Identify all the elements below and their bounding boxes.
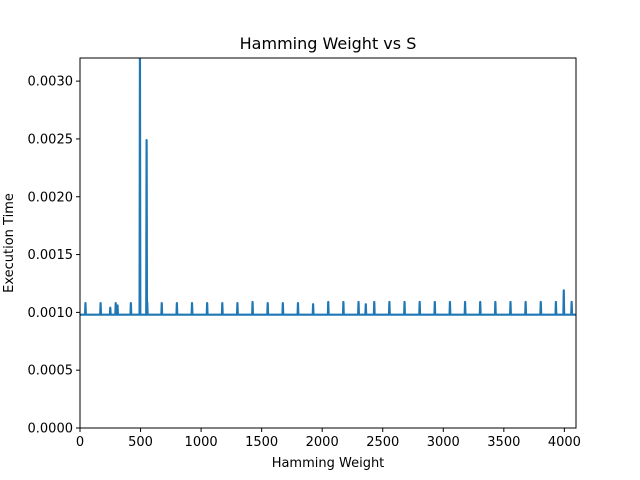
y-axis: 0.0000 0.0005 0.0010 0.0015 0.0020 0.0025 0.00…: [28, 75, 80, 437]
series-line: [80, 58, 576, 316]
y-tick-label: 0.0030: [28, 75, 74, 90]
y-tick-label: 0.0025: [28, 132, 74, 147]
y-axis-label: Execution Time: [2, 193, 17, 293]
y-tick-label: 0.0015: [28, 248, 74, 263]
x-tick-label: 2500: [366, 435, 399, 450]
x-tick-label: 500: [128, 435, 153, 450]
series-layer: [80, 58, 576, 316]
chart-title: Hamming Weight vs S: [240, 34, 417, 53]
x-tick-label: 3500: [487, 435, 520, 450]
x-tick-label: 1500: [245, 435, 278, 450]
x-tick-label: 1000: [185, 435, 218, 450]
x-axis: 0 500 1000 1500 2000 2500 3000 3500 4000: [76, 428, 581, 450]
y-tick-label: 0.0010: [28, 306, 74, 321]
y-tick-label: 0.0000: [28, 422, 74, 437]
x-tick-label: 2000: [306, 435, 339, 450]
x-axis-label: Hamming Weight: [272, 456, 385, 471]
x-tick-label: 0: [76, 435, 84, 450]
plot-frame: [79, 57, 577, 429]
x-tick-label: 3000: [427, 435, 460, 450]
y-tick-label: 0.0005: [28, 364, 74, 379]
y-tick-label: 0.0020: [28, 190, 74, 205]
x-tick-label: 4000: [548, 435, 581, 450]
plot-area: [79, 57, 577, 429]
